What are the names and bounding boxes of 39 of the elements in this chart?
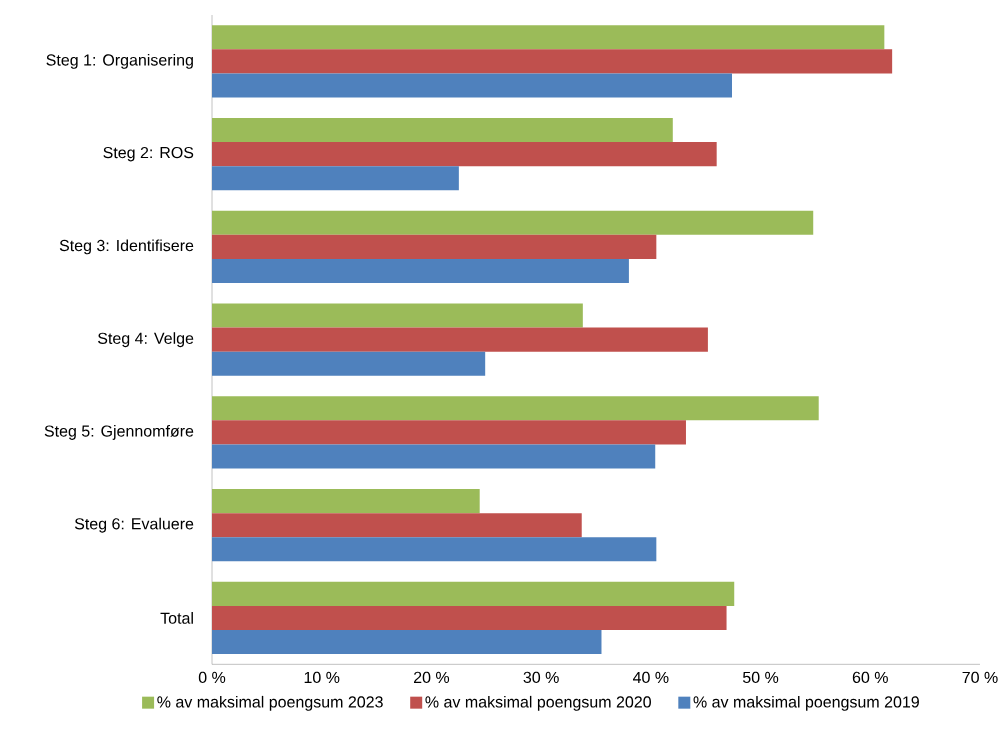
y-tick-label: Steg 3: Identifisere [59, 239, 194, 255]
x-tick-label: 60 % [852, 671, 888, 684]
bar [212, 258, 629, 284]
bar [212, 537, 657, 562]
y-tick-label: Steg 5: Gjennomføre [44, 424, 194, 440]
bar [212, 166, 459, 191]
x-tick-label: 20 % [413, 671, 450, 684]
bar [212, 234, 657, 259]
bar [212, 489, 480, 514]
bar [212, 444, 656, 469]
bar [212, 303, 583, 328]
y-tick-label: Steg 6: Evaluere [74, 517, 194, 533]
y-tick-label: Steg 2: ROS [103, 146, 194, 162]
bar [212, 25, 885, 50]
x-tick-label: 50 % [742, 671, 779, 684]
bar [212, 142, 717, 167]
bar [212, 351, 486, 376]
y-tick-label: Total [160, 612, 193, 624]
x-tick-label: 10 % [304, 671, 340, 684]
legend-label: % av maksimal poengsum 2020 [425, 695, 651, 711]
bar [212, 630, 602, 655]
bar [212, 210, 814, 235]
bar [212, 420, 686, 445]
legend-label: % av maksimal poengsum 2023 [157, 695, 383, 711]
x-tick-label: 0 % [198, 671, 226, 684]
x-tick-label: 30 % [523, 671, 559, 684]
bar [212, 396, 819, 421]
bar [212, 327, 708, 352]
bar [212, 73, 733, 98]
bar [212, 605, 727, 630]
y-tick-label: Steg 1: Organisering [46, 53, 193, 69]
legend-label: % av maksimal poengsum 2019 [693, 695, 919, 711]
y-tick-label: Steg 4: Velge [98, 332, 194, 348]
bar [212, 581, 735, 606]
bar [212, 117, 673, 143]
x-tick-label: 40 % [633, 671, 669, 684]
x-tick-label: 70 % [962, 671, 998, 684]
bar [212, 49, 893, 74]
bar [212, 513, 582, 538]
